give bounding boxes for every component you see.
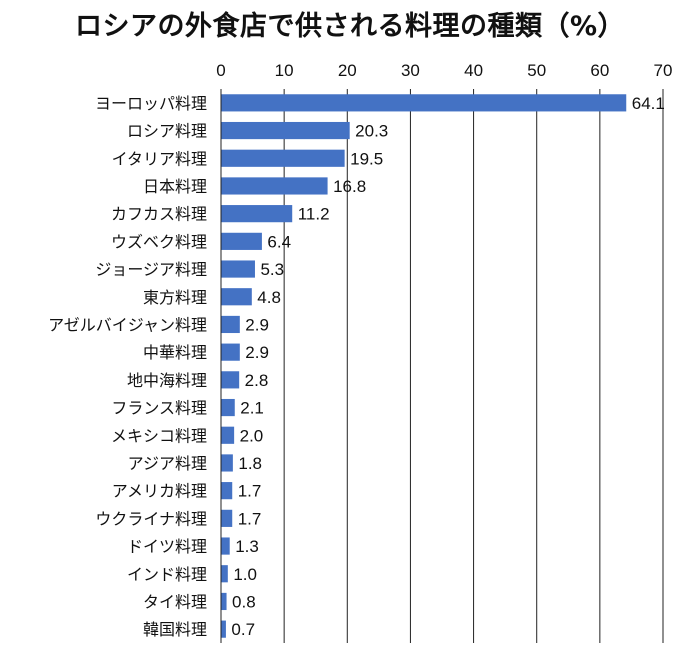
category-label: イタリア料理 bbox=[112, 149, 207, 168]
x-tick-label: 30 bbox=[401, 61, 420, 80]
category-label: メキシコ料理 bbox=[111, 426, 207, 445]
bar bbox=[221, 260, 255, 278]
category-label: ヨーロッパ料理 bbox=[95, 94, 207, 113]
category-label: アジア料理 bbox=[128, 454, 207, 473]
data-label: 5.3 bbox=[260, 260, 284, 279]
category-label: 中華料理 bbox=[143, 343, 207, 362]
data-label: 2.0 bbox=[240, 426, 264, 445]
x-tick-label: 70 bbox=[654, 61, 673, 80]
data-label: 1.0 bbox=[233, 565, 257, 584]
category-label: ロシア料理 bbox=[127, 122, 207, 141]
bar bbox=[221, 509, 233, 527]
bar bbox=[221, 454, 233, 472]
bar bbox=[221, 343, 240, 361]
data-label: 11.2 bbox=[298, 205, 330, 224]
x-tick-label: 50 bbox=[527, 61, 546, 80]
category-label: ドイツ料理 bbox=[127, 537, 207, 556]
data-label: 2.8 bbox=[245, 371, 269, 390]
x-tick-label: 10 bbox=[275, 61, 294, 80]
data-label: 2.9 bbox=[245, 315, 269, 334]
category-label: 地中海料理 bbox=[127, 371, 207, 390]
x-tick-label: 0 bbox=[216, 61, 225, 80]
bar bbox=[221, 426, 235, 444]
chart-title: ロシアの外食店で供される料理の種類（%） bbox=[74, 11, 626, 42]
category-label: フランス料理 bbox=[111, 399, 207, 418]
data-labels: 64.1 20.3 19.5 16.811.2 6.4 5.3 4.8 2.9 2.9 2.8 2.… bbox=[231, 94, 664, 639]
category-label: ウズベク料理 bbox=[111, 232, 207, 251]
category-label: アゼルバイジャン料理 bbox=[48, 315, 207, 334]
x-tick-labels: 0 10 20 30 40 50 60 70 bbox=[216, 61, 672, 80]
category-label: タイ料理 bbox=[143, 592, 207, 611]
data-label: 64.1 bbox=[632, 94, 665, 113]
x-tick-label: 40 bbox=[464, 61, 483, 80]
data-label: 20.3 bbox=[355, 122, 388, 141]
data-label: 1.3 bbox=[235, 537, 259, 556]
bar bbox=[221, 149, 345, 167]
bar bbox=[221, 315, 240, 334]
data-label: 2.1 bbox=[240, 399, 264, 418]
x-tick-label: 60 bbox=[590, 61, 609, 80]
data-label: 6.4 bbox=[267, 232, 291, 251]
category-label: カフカス料理 bbox=[111, 205, 207, 224]
category-label: アメリカ料理 bbox=[112, 482, 207, 501]
bar bbox=[221, 232, 262, 250]
data-label: 19.5 bbox=[350, 149, 383, 168]
bar bbox=[221, 592, 227, 611]
grid-layer bbox=[220, 89, 664, 643]
data-label: 16.8 bbox=[333, 177, 366, 196]
category-label: ジョージア料理 bbox=[95, 260, 207, 279]
bar bbox=[221, 620, 226, 638]
data-label: 0.8 bbox=[232, 592, 256, 611]
bars-layer bbox=[221, 94, 627, 638]
bar bbox=[221, 205, 293, 223]
data-label: 1.7 bbox=[238, 482, 262, 501]
bar bbox=[221, 177, 328, 195]
category-labels: ヨーロッパ料理ロシア料理イタリア料理日本料理カフカス料理ウズベク料理ジョージア料… bbox=[48, 94, 207, 639]
bar bbox=[221, 121, 350, 140]
category-label: インド料理 bbox=[127, 565, 207, 584]
category-label: 韓国料理 bbox=[143, 620, 207, 639]
data-label: 1.8 bbox=[238, 454, 262, 473]
bar bbox=[221, 398, 235, 417]
bar bbox=[221, 565, 228, 583]
bar bbox=[221, 94, 627, 112]
data-label: 1.7 bbox=[238, 509, 262, 528]
bar bbox=[221, 537, 230, 555]
category-label: ウクライナ料理 bbox=[95, 509, 207, 528]
bar bbox=[221, 482, 233, 500]
category-label: 日本料理 bbox=[143, 177, 207, 196]
data-label: 4.8 bbox=[257, 288, 281, 307]
x-tick-label: 20 bbox=[338, 61, 357, 80]
data-label: 0.7 bbox=[231, 620, 255, 639]
data-label: 2.9 bbox=[245, 343, 269, 362]
category-label: 東方料理 bbox=[143, 288, 207, 307]
bar bbox=[221, 371, 240, 389]
bar bbox=[221, 288, 252, 306]
